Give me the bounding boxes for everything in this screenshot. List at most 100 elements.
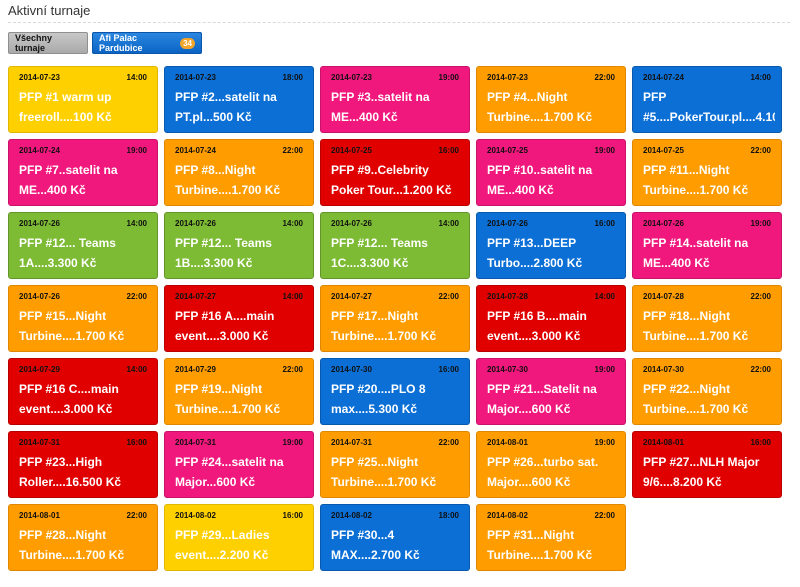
tournament-time: 16:00: [438, 365, 459, 374]
tournament-card[interactable]: 2014-07-31 22:00 PFP #25...Night Turbine..…: [320, 431, 470, 498]
tournament-date: 2014-07-30: [487, 365, 528, 374]
tournament-card[interactable]: 2014-07-23 19:00 PFP #3..satelit na ME...4…: [320, 66, 470, 133]
tournament-card[interactable]: 2014-08-01 19:00 PFP #26...turbo sat. Majo…: [476, 431, 626, 498]
page-title: Aktivní turnaje: [8, 3, 91, 18]
tournament-date: 2014-07-24: [19, 146, 60, 155]
tournament-card[interactable]: 2014-08-01 22:00 PFP #28...Night Turbine..…: [8, 504, 158, 571]
tournament-date: 2014-07-25: [643, 146, 684, 155]
tournament-card[interactable]: 2014-07-26 14:00 PFP #12... Teams 1B....3.…: [164, 212, 314, 279]
tournament-card[interactable]: 2014-07-30 16:00 PFP #20....PLO 8 max....5…: [320, 358, 470, 425]
tournament-card[interactable]: 2014-07-26 22:00 PFP #15...Night Turbine..…: [8, 285, 158, 352]
tournament-time: 16:00: [282, 511, 303, 520]
tournament-name: PFP #21...Satelit na Major....600 Kč: [487, 382, 597, 416]
tournament-date: 2014-07-28: [643, 292, 684, 301]
tournament-time: 22:00: [126, 511, 147, 520]
tournament-name: PFP #26...turbo sat. Major....600 Kč: [487, 455, 599, 489]
tournament-name: PFP #27...NLH Major 9/6....8.200 Kč: [643, 455, 760, 489]
tournament-name: PFP #14..satelit na ME...400 Kč: [643, 236, 749, 270]
tournament-card[interactable]: 2014-07-27 22:00 PFP #17...Night Turbine..…: [320, 285, 470, 352]
tournament-card[interactable]: 2014-08-02 18:00 PFP #30...4 MAX....2.700 …: [320, 504, 470, 571]
tournament-time: 14:00: [594, 292, 615, 301]
tournament-name: PFP #16 B....main event....3.000 Kč: [487, 309, 587, 343]
tournament-card[interactable]: 2014-07-24 19:00 PFP #7..satelit na ME...4…: [8, 139, 158, 206]
tournament-name: PFP #2...satelit na PT.pl...500 Kč: [175, 90, 277, 124]
tournament-date: 2014-07-26: [19, 292, 60, 301]
tournament-card[interactable]: 2014-07-25 19:00 PFP #10..satelit na ME...…: [476, 139, 626, 206]
tournament-time: 14:00: [282, 292, 303, 301]
tournament-name: PFP #4...Night Turbine....1.700 Kč: [487, 90, 593, 124]
tournament-time: 19:00: [282, 438, 303, 447]
tournament-card[interactable]: 2014-07-25 22:00 PFP #11...Night Turbine..…: [632, 139, 782, 206]
tournament-name: PFP #5....PokerTour.pl....4.100: [643, 90, 775, 124]
tournament-card[interactable]: 2014-08-01 16:00 PFP #27...NLH Major 9/6..…: [632, 431, 782, 498]
venue-filter-button[interactable]: Afi Palac Pardubice 34: [92, 32, 202, 54]
tournament-card[interactable]: 2014-07-26 14:00 PFP #12... Teams 1C....3.…: [320, 212, 470, 279]
tournament-card[interactable]: 2014-07-23 18:00 PFP #2...satelit na PT.pl…: [164, 66, 314, 133]
tournament-card[interactable]: 2014-07-24 22:00 PFP #8...Night Turbine...…: [164, 139, 314, 206]
tournament-date: 2014-08-02: [175, 511, 216, 520]
tournament-time: 18:00: [282, 73, 303, 82]
tournament-time: 14:00: [126, 219, 147, 228]
tournament-card[interactable]: 2014-07-23 22:00 PFP #4...Night Turbine...…: [476, 66, 626, 133]
tournament-name: PFP #16 C....main event....3.000 Kč: [19, 382, 119, 416]
tournament-date: 2014-07-23: [175, 73, 216, 82]
tournament-name: PFP #24...satelit na Major...600 Kč: [175, 455, 284, 489]
tournament-card[interactable]: 2014-07-31 19:00 PFP #24...satelit na Majo…: [164, 431, 314, 498]
tournament-name: PFP #20....PLO 8 max....5.300 Kč: [331, 382, 426, 416]
tournament-date: 2014-07-28: [487, 292, 528, 301]
tournament-name: PFP #13...DEEP Turbo....2.800 Kč: [487, 236, 583, 270]
tournament-card[interactable]: 2014-07-28 22:00 PFP #18...Night Turbine..…: [632, 285, 782, 352]
tournament-name: PFP #1 warm up freeroll....100 Kč: [19, 90, 112, 124]
tournament-time: 19:00: [594, 146, 615, 155]
tournament-card[interactable]: 2014-07-29 22:00 PFP #19...Night Turbine..…: [164, 358, 314, 425]
tournament-time: 14:00: [282, 219, 303, 228]
tournament-name: PFP #23...High Roller....16.500 Kč: [19, 455, 122, 489]
tournament-card[interactable]: 2014-07-31 16:00 PFP #23...High Roller....…: [8, 431, 158, 498]
tournament-name: PFP #31...Night Turbine....1.700 Kč: [487, 528, 593, 562]
tournament-card[interactable]: 2014-07-28 14:00 PFP #16 B....main event..…: [476, 285, 626, 352]
tournament-name: PFP #18...Night Turbine....1.700 Kč: [643, 309, 749, 343]
venue-count-badge: 34: [180, 37, 195, 49]
tournament-time: 19:00: [750, 219, 771, 228]
tournament-card[interactable]: 2014-07-27 14:00 PFP #16 A....main event..…: [164, 285, 314, 352]
tournament-name: PFP #7..satelit na ME...400 Kč: [19, 163, 118, 197]
tournament-date: 2014-07-23: [487, 73, 528, 82]
tournament-date: 2014-07-29: [175, 365, 216, 374]
tournament-time: 19:00: [594, 438, 615, 447]
tournament-date: 2014-07-31: [175, 438, 216, 447]
tournament-name: PFP #25...Night Turbine....1.700 Kč: [331, 455, 437, 489]
tournament-date: 2014-07-30: [643, 365, 684, 374]
tournament-time: 14:00: [750, 73, 771, 82]
tournament-name: PFP #28...Night Turbine....1.700 Kč: [19, 528, 125, 562]
tournament-time: 19:00: [438, 73, 459, 82]
tournament-time: 16:00: [750, 438, 771, 447]
tournament-name: PFP #30...4 MAX....2.700 Kč: [331, 528, 420, 562]
tournament-date: 2014-07-30: [331, 365, 372, 374]
tournament-time: 22:00: [282, 365, 303, 374]
tournament-card[interactable]: 2014-07-30 22:00 PFP #22...Night Turbine..…: [632, 358, 782, 425]
all-tournaments-button[interactable]: Všechny turnaje: [8, 32, 88, 54]
tournament-date: 2014-08-02: [487, 511, 528, 520]
tournament-card[interactable]: 2014-08-02 16:00 PFP #29...Ladies event...…: [164, 504, 314, 571]
tournament-date: 2014-07-31: [19, 438, 60, 447]
tournament-date: 2014-07-24: [175, 146, 216, 155]
tournament-card[interactable]: 2014-07-26 19:00 PFP #14..satelit na ME...…: [632, 212, 782, 279]
tournament-card[interactable]: 2014-07-26 16:00 PFP #13...DEEP Turbo....2…: [476, 212, 626, 279]
tournament-date: 2014-07-26: [331, 219, 372, 228]
tournament-card[interactable]: 2014-07-24 14:00 PFP #5....PokerTour.pl...…: [632, 66, 782, 133]
tournament-time: 14:00: [438, 219, 459, 228]
tournament-date: 2014-08-01: [643, 438, 684, 447]
tournament-name: PFP #10..satelit na ME...400 Kč: [487, 163, 593, 197]
tournament-date: 2014-07-26: [487, 219, 528, 228]
tournament-card[interactable]: 2014-07-25 16:00 PFP #9..Celebrity Poker T…: [320, 139, 470, 206]
tournament-date: 2014-08-01: [19, 511, 60, 520]
tournament-date: 2014-07-23: [331, 73, 372, 82]
tournament-card[interactable]: 2014-07-30 19:00 PFP #21...Satelit na Majo…: [476, 358, 626, 425]
tournament-time: 16:00: [438, 146, 459, 155]
tournament-card[interactable]: 2014-07-29 14:00 PFP #16 C....main event..…: [8, 358, 158, 425]
tournament-date: 2014-07-25: [487, 146, 528, 155]
tournament-card[interactable]: 2014-08-02 22:00 PFP #31...Night Turbine..…: [476, 504, 626, 571]
tournament-card[interactable]: 2014-07-23 14:00 PFP #1 warm up freeroll..…: [8, 66, 158, 133]
tournament-time: 22:00: [282, 146, 303, 155]
tournament-card[interactable]: 2014-07-26 14:00 PFP #12... Teams 1A....3.…: [8, 212, 158, 279]
